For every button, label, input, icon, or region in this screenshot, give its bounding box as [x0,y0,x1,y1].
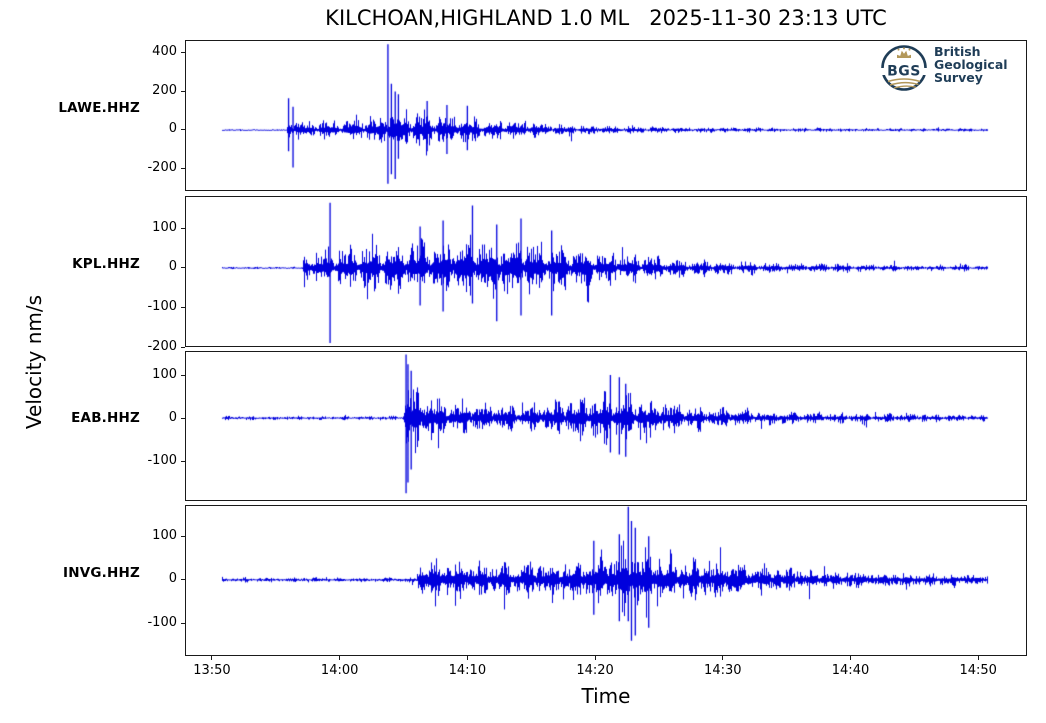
bgs-logo-text-line: Survey [934,70,983,85]
waves-icon [893,85,917,89]
station-label: LAWE.HHZ [58,99,140,116]
y-tick-mark [181,622,185,624]
x-tick-mark [466,656,468,660]
waves-icon [889,81,919,86]
y-tick-label: 200 [152,82,177,98]
x-tick-label: 13:50 [193,663,231,678]
y-tick-mark [181,90,185,92]
y-tick-label: -200 [147,338,177,354]
y-tick-label: -200 [147,159,177,175]
y-tick-mark [181,129,185,131]
x-tick-mark [594,656,596,660]
x-tick-mark [722,656,724,660]
bgs-logo-mark: BGS British Geological Survey [880,44,1008,91]
x-tick-mark [339,656,341,660]
y-tick-mark [181,460,185,462]
bgs-abbr: BGS [887,64,921,80]
crown-dot [897,48,900,51]
y-tick-label: 400 [152,44,177,60]
x-tick-mark [850,656,851,660]
y-tick-mark [181,267,185,269]
y-tick-mark [181,346,185,348]
x-tick-label: 14:10 [448,663,487,678]
bgs-logo-text-line: British [934,44,981,59]
station-label: KPL.HHZ [72,255,140,272]
y-tick-mark [181,417,185,419]
y-tick-mark [181,535,185,537]
y-tick-mark [181,52,185,54]
y-tick-label: 0 [168,259,177,275]
ring-gap [923,68,928,75]
bgs-logo-text-line: Geological [934,57,1008,72]
station-label: EAB.HHZ [71,410,140,426]
y-tick-label: -100 [147,298,177,314]
y-tick-label: -100 [147,452,177,468]
bgs-logo: BGS British Geological Survey [878,42,1010,94]
y-tick-label: 100 [152,219,177,235]
crown-icon [897,50,911,58]
ring-gap [880,68,885,75]
x-tick-label: 14:40 [831,663,870,678]
y-tick-label: 0 [168,571,177,587]
x-tick-mark [211,656,213,660]
y-tick-mark [181,306,185,308]
x-tick-mark [977,656,979,660]
x-tick-label: 14:50 [959,663,997,678]
station-label: INVG.HHZ [63,564,140,581]
y-tick-label: 100 [152,366,177,382]
y-tick-label: -100 [147,614,177,630]
waves-icon [887,78,921,83]
y-tick-label: 0 [168,409,177,425]
crown-dot [903,47,905,50]
x-tick-label: 14:20 [576,663,614,678]
y-tick-mark [181,227,185,229]
y-tick-label: 0 [168,121,177,137]
crown-dot [908,48,911,51]
y-tick-mark [181,579,185,581]
x-tick-label: 14:00 [320,663,359,678]
x-tick-label: 14:30 [704,663,742,678]
y-tick-label: 100 [152,527,177,543]
y-tick-mark [181,374,185,376]
y-tick-mark [181,167,185,169]
